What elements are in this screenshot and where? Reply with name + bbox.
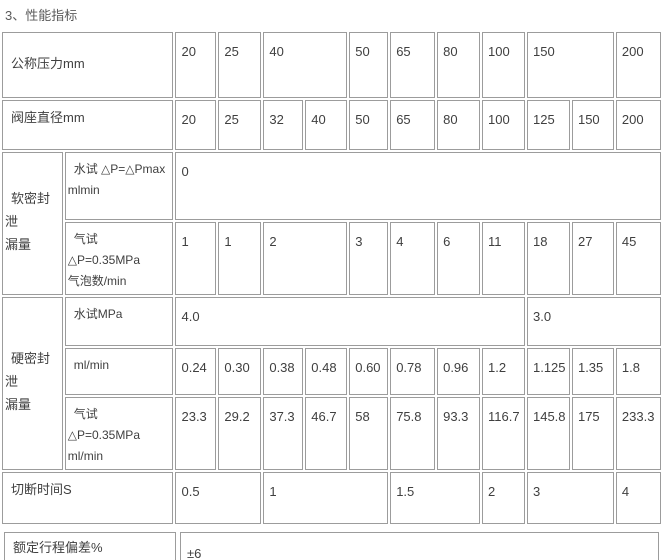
- hard-seal-air-test-value: 46.7: [305, 397, 348, 470]
- hard-seal-ml-min-value: 1.2: [482, 348, 525, 395]
- seat-diameter-value: 50: [349, 100, 389, 150]
- hard-seal-air-test-value: 233.3: [615, 397, 661, 470]
- hard-seal-air-test-value: 58: [349, 397, 389, 470]
- hard-seal-air-test-value: 75.8: [390, 397, 436, 470]
- hard-seal-ml-min-value: 1.125: [526, 348, 570, 395]
- seat-diameter-value: 25: [218, 100, 262, 150]
- hard-seal-water-test-value: 3.0: [526, 297, 661, 346]
- soft-seal-water-test-label: 水试 △P=△Pmax mlmin: [64, 152, 174, 220]
- nominal-pressure-value: 50: [349, 32, 389, 98]
- nominal-pressure-value: 150: [526, 32, 614, 98]
- nominal-pressure-value: 65: [390, 32, 436, 98]
- row-soft-seal-water-test: 软密封泄 漏量 水试 △P=△Pmax mlmin 0: [2, 152, 661, 295]
- hard-seal-air-test-value: 93.3: [437, 397, 481, 470]
- hard-seal-air-test-value: 37.3: [263, 397, 304, 470]
- stroke-deviation-value: ±6: [180, 532, 659, 560]
- hard-seal-ml-min-value: 0.30: [218, 348, 262, 395]
- cutoff-time-value: 3: [526, 472, 614, 524]
- seat-diameter-value: 100: [482, 100, 525, 150]
- seat-diameter-value: 150: [571, 100, 614, 150]
- hard-seal-ml-min-value: 0.38: [263, 348, 304, 395]
- hard-seal-water-test-value: 4.0: [175, 297, 525, 346]
- hard-seal-ml-min-value: 0.24: [175, 348, 217, 395]
- performance-spec-table: 公称压力mm 20 25 40 50 65 80 100 150 200 阀座直…: [0, 30, 663, 526]
- hard-seal-group-label: 硬密封泄 漏量: [2, 297, 63, 470]
- hard-seal-air-test-value: 175: [571, 397, 614, 470]
- hard-seal-ml-min-value: 1.35: [571, 348, 614, 395]
- nominal-pressure-value: 20: [175, 32, 217, 98]
- soft-seal-water-test-value: 0: [175, 152, 661, 220]
- row-stroke-deviation: 额定行程偏差% ±6: [4, 532, 659, 560]
- nominal-pressure-value: 40: [263, 32, 348, 98]
- soft-seal-air-test-label: 气试 △P=0.35MPa 气泡数/min: [64, 222, 174, 295]
- section-title: 3、性能指标: [5, 8, 78, 23]
- seat-diameter-label: 阀座直径mm: [2, 100, 174, 150]
- hard-seal-air-test-value: 116.7: [482, 397, 525, 470]
- hard-seal-ml-min-value: 0.60: [349, 348, 389, 395]
- seat-diameter-value: 125: [526, 100, 570, 150]
- nominal-pressure-label: 公称压力mm: [2, 32, 174, 98]
- nominal-pressure-value: 100: [482, 32, 525, 98]
- row-hard-seal-ml-min: ml/min 0.24 0.30 0.38 0.48 0.60 0.78 0.9…: [2, 348, 661, 395]
- soft-seal-air-test-value: 11: [482, 222, 525, 295]
- seat-diameter-value: 80: [437, 100, 481, 150]
- soft-seal-air-test-value: 2: [263, 222, 348, 295]
- soft-seal-air-test-value: 3: [349, 222, 389, 295]
- soft-seal-air-test-value: 1: [218, 222, 262, 295]
- seat-diameter-value: 200: [615, 100, 661, 150]
- cutoff-time-label: 切断时间S: [2, 472, 174, 524]
- cutoff-time-value: 1.5: [390, 472, 481, 524]
- soft-seal-air-test-value: 1: [175, 222, 217, 295]
- hard-seal-air-test-value: 29.2: [218, 397, 262, 470]
- soft-seal-air-test-value: 4: [390, 222, 436, 295]
- hard-seal-ml-min-value: 1.8: [615, 348, 661, 395]
- stroke-deviation-label: 额定行程偏差%: [4, 532, 176, 560]
- soft-seal-air-test-value: 6: [437, 222, 481, 295]
- hard-seal-ml-min-value: 0.48: [305, 348, 348, 395]
- row-seat-diameter: 阀座直径mm 20 25 32 40 50 65 80 100 125 150 …: [2, 100, 661, 150]
- hard-seal-air-test-value: 23.3: [175, 397, 217, 470]
- seat-diameter-value: 32: [263, 100, 304, 150]
- cutoff-time-value: 1: [263, 472, 389, 524]
- stroke-deviation-table: 额定行程偏差% ±6: [0, 528, 663, 560]
- nominal-pressure-value: 200: [615, 32, 661, 98]
- cutoff-time-value: 2: [482, 472, 525, 524]
- nominal-pressure-value: 25: [218, 32, 262, 98]
- row-soft-seal-air-test: 气试 △P=0.35MPa 气泡数/min 1 1 2 3 4 6 11 18 …: [2, 222, 661, 295]
- row-hard-seal-water-test: 硬密封泄 漏量 水试MPa 4.0 3.0: [2, 297, 661, 470]
- soft-seal-air-test-value: 45: [615, 222, 661, 295]
- row-cutoff-time: 切断时间S 0.5 1 1.5 2 3 4: [2, 472, 661, 524]
- hard-seal-water-test-label: 水试MPa: [64, 297, 174, 346]
- nominal-pressure-value: 80: [437, 32, 481, 98]
- hard-seal-ml-min-label: ml/min: [64, 348, 174, 395]
- seat-diameter-value: 40: [305, 100, 348, 150]
- row-hard-seal-air-test: 气试 △P=0.35MPa ml/min 23.3 29.2 37.3 46.7…: [2, 397, 661, 470]
- row-nominal-pressure: 公称压力mm 20 25 40 50 65 80 100 150 200: [2, 32, 661, 98]
- soft-seal-air-test-value: 27: [571, 222, 614, 295]
- hard-seal-ml-min-value: 0.78: [390, 348, 436, 395]
- hard-seal-ml-min-value: 0.96: [437, 348, 481, 395]
- soft-seal-group-label: 软密封泄 漏量: [2, 152, 63, 295]
- cutoff-time-value: 4: [615, 472, 661, 524]
- hard-seal-air-test-label: 气试 △P=0.35MPa ml/min: [64, 397, 174, 470]
- seat-diameter-value: 65: [390, 100, 436, 150]
- seat-diameter-value: 20: [175, 100, 217, 150]
- hard-seal-air-test-value: 145.8: [526, 397, 570, 470]
- cutoff-time-value: 0.5: [175, 472, 262, 524]
- soft-seal-air-test-value: 18: [526, 222, 570, 295]
